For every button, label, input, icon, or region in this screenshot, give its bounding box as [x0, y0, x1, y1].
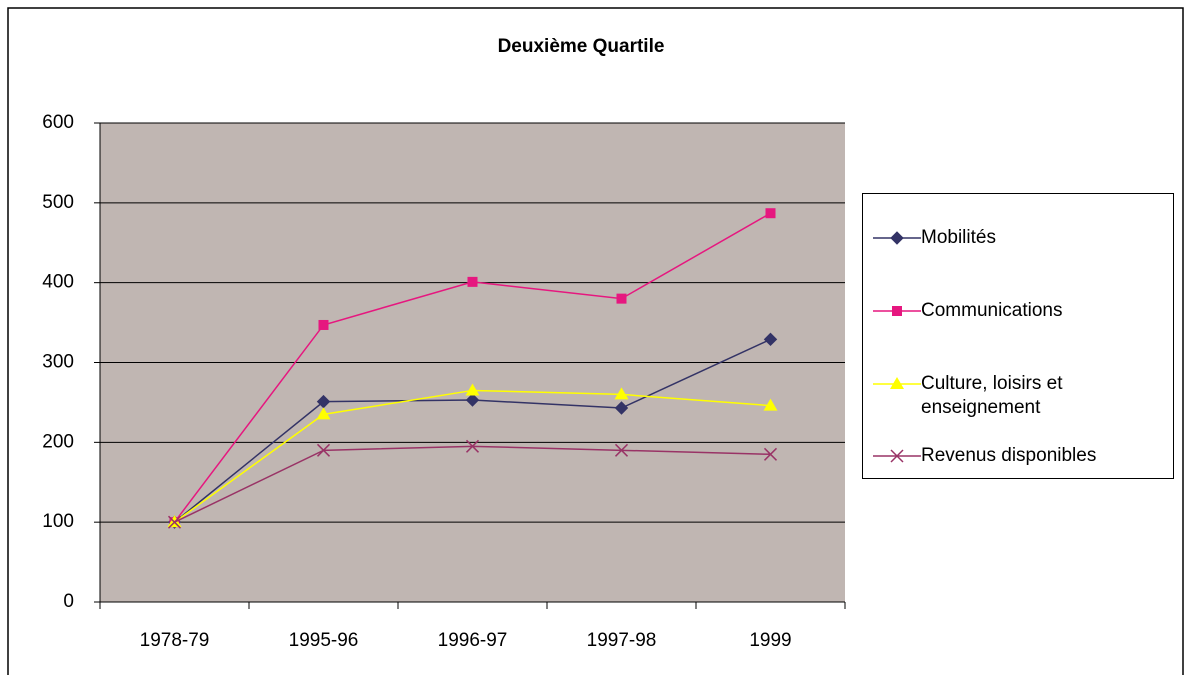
marker	[890, 231, 904, 245]
y-tick-label: 400	[42, 272, 74, 293]
legend-label: Culture, loisirs et enseignement	[921, 373, 1063, 418]
marker	[890, 377, 904, 389]
marker	[167, 515, 182, 529]
marker	[465, 383, 480, 396]
marker	[465, 393, 480, 407]
y-tick-label: 500	[42, 192, 74, 213]
legend-entry: Mobilités	[871, 226, 1161, 250]
y-tick-label: 0	[63, 591, 74, 612]
marker	[614, 443, 629, 457]
legend-swatch	[873, 449, 921, 463]
y-tick-label: 600	[42, 112, 74, 133]
legend-entry: Revenus disponibles	[871, 444, 1161, 468]
y-tick-label: 100	[42, 511, 74, 532]
legend-entry: Culture, loisirs et enseignement	[871, 372, 1161, 420]
marker	[616, 293, 627, 304]
chart-title: Deuxième Quartile	[498, 36, 665, 57]
x-tick-label: 1996-97	[438, 630, 508, 651]
marker	[890, 449, 904, 463]
marker	[614, 401, 629, 415]
y-tick-label: 300	[42, 352, 74, 373]
x-tick-label: 1997-98	[587, 630, 657, 651]
y-tick-label: 200	[42, 431, 74, 452]
marker	[467, 276, 478, 287]
marker	[316, 407, 331, 420]
legend: Mobilités Communications Culture, loisirs …	[862, 193, 1174, 479]
marker	[892, 306, 902, 316]
legend-label: Communications	[921, 300, 1063, 321]
marker	[318, 319, 329, 330]
marker	[765, 208, 776, 219]
marker	[763, 447, 778, 461]
marker	[763, 398, 778, 411]
x-tick-label: 1999	[749, 630, 791, 651]
legend-swatch	[873, 306, 921, 316]
legend-swatch	[873, 377, 921, 389]
marker	[763, 332, 778, 347]
legend-entry: Communications	[871, 299, 1161, 323]
legend-swatch	[873, 231, 921, 245]
x-tick-label: 1978-79	[140, 630, 210, 651]
marker	[316, 443, 331, 457]
legend-label: Mobilités	[921, 227, 996, 248]
marker	[614, 387, 629, 400]
x-tick-label: 1995-96	[289, 630, 359, 651]
marker	[465, 439, 480, 453]
legend-label: Revenus disponibles	[921, 445, 1097, 466]
